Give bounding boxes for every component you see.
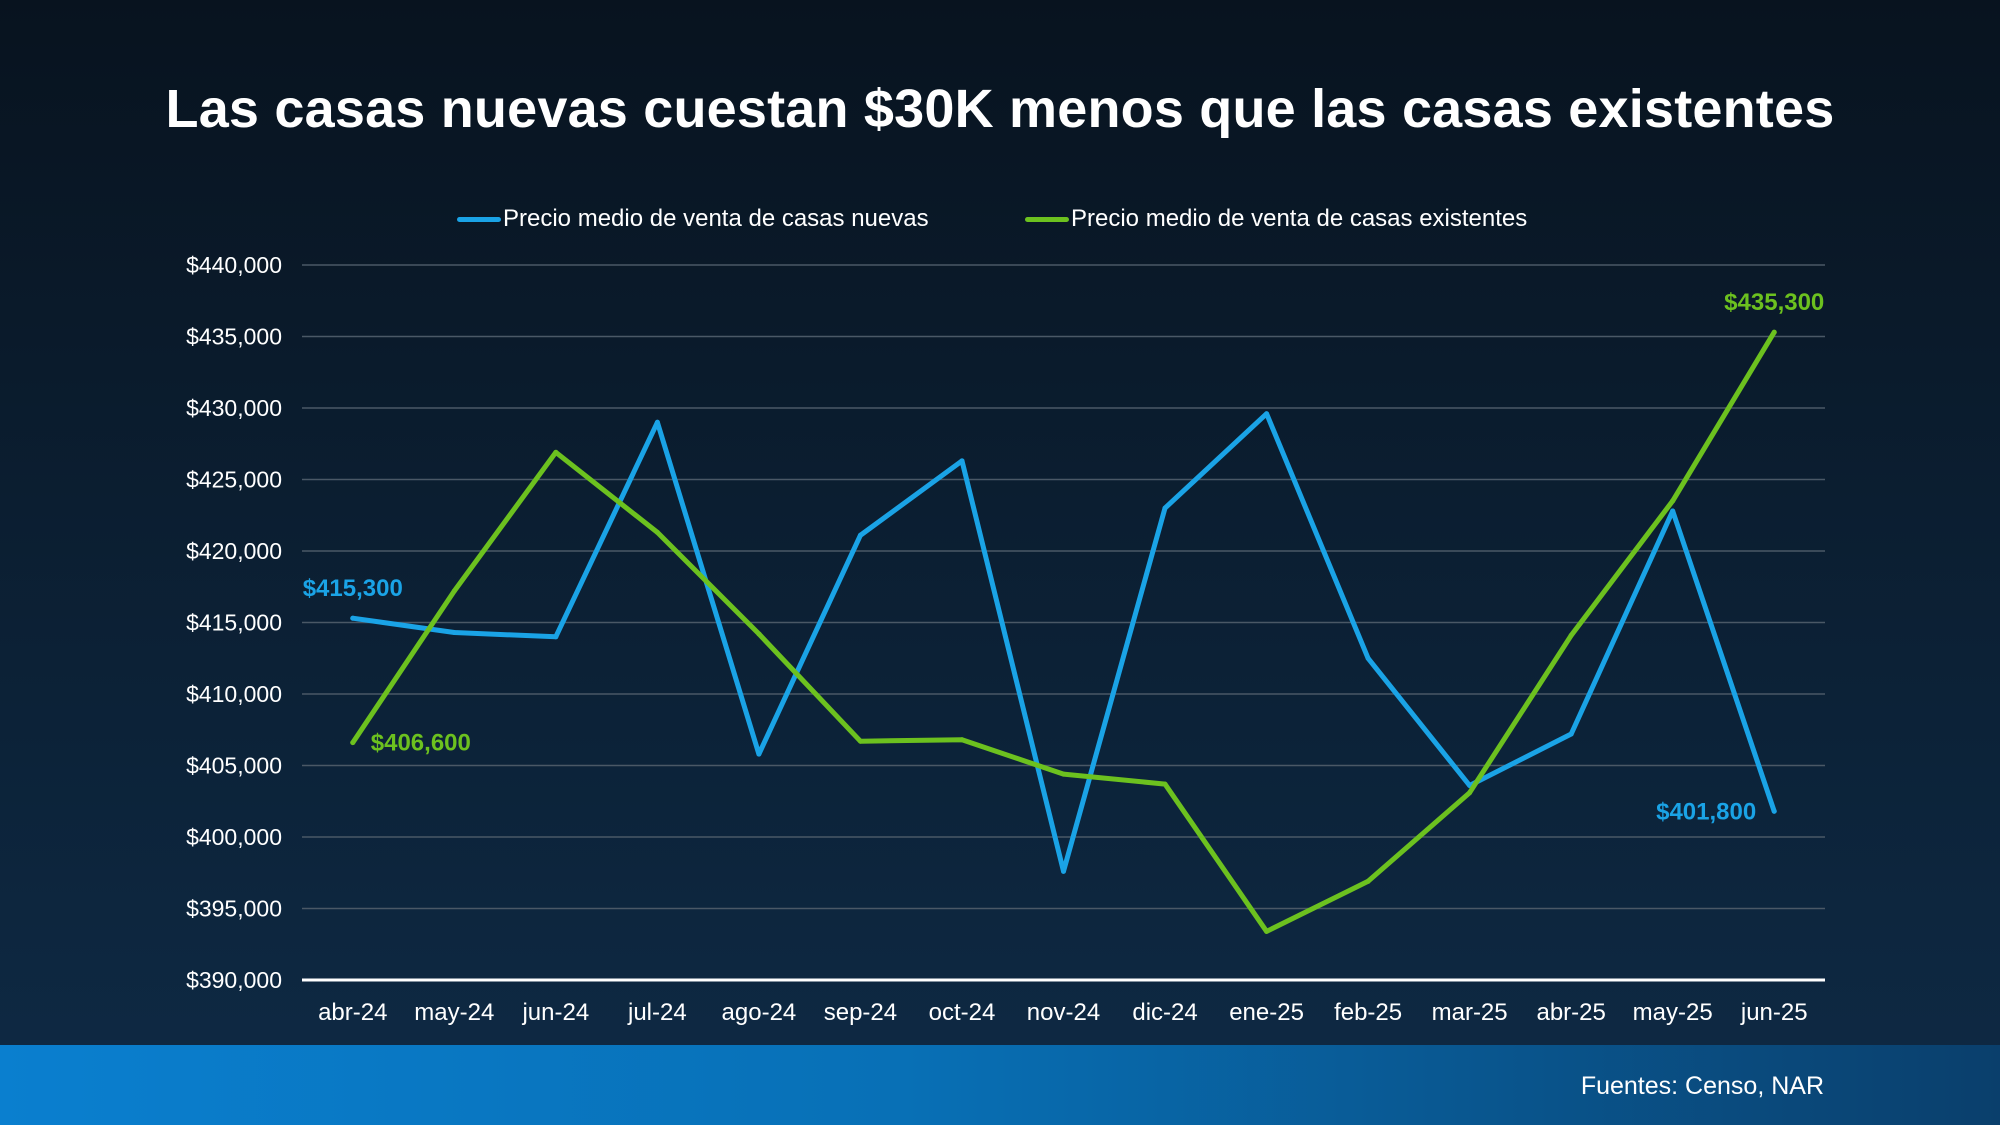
legend-item-new-homes: Precio medio de venta de casas nuevas — [457, 205, 929, 233]
point-existing-homes-nov-24 — [1061, 771, 1066, 777]
x-tick-label: sep-24 — [824, 999, 897, 1026]
legend-item-existing-homes: Precio medio de venta de casas existente… — [1025, 205, 1527, 233]
y-tick-label: $405,000 — [186, 753, 282, 779]
y-tick-label: $425,000 — [186, 467, 282, 493]
point-existing-homes-ago-24 — [756, 631, 762, 637]
point-existing-homes-jun-24 — [553, 449, 559, 455]
legend-label-existing-homes: Precio medio de venta de casas existente… — [1071, 205, 1528, 232]
x-tick-label: abr-24 — [318, 999, 387, 1026]
y-axis-tick-labels: $390,000 $395,000 $400,000 $405,000 $410,000… — [186, 252, 282, 993]
point-new-homes-nov-24 — [1061, 868, 1066, 874]
point-existing-homes-jun-25 — [1771, 329, 1777, 335]
series-line-new-homes — [350, 411, 1777, 874]
x-tick-label: jun-25 — [1740, 999, 1808, 1026]
data-label: $415,300 — [303, 575, 403, 602]
data-label: $406,600 — [371, 730, 471, 757]
x-tick-label: dic-24 — [1132, 999, 1197, 1026]
x-tick-label: may-25 — [1633, 999, 1713, 1026]
data-series — [350, 329, 1777, 934]
x-tick-label: oct-24 — [929, 999, 996, 1026]
y-tick-label: $430,000 — [186, 395, 282, 421]
y-tick-label: $390,000 — [186, 967, 282, 993]
point-new-homes-sep-24 — [857, 532, 863, 538]
legend-swatch-existing-homes — [1025, 216, 1069, 222]
x-tick-label: nov-24 — [1027, 999, 1100, 1026]
point-new-homes-ene-25 — [1264, 411, 1270, 417]
x-tick-label: mar-25 — [1432, 999, 1508, 1026]
point-new-homes-may-25 — [1670, 508, 1676, 514]
x-tick-label: jun-24 — [521, 999, 589, 1026]
point-existing-homes-ene-25 — [1264, 928, 1270, 934]
point-new-homes-oct-24 — [959, 458, 965, 464]
legend-swatch-new-homes — [457, 216, 501, 222]
point-existing-homes-jul-24 — [654, 529, 660, 535]
y-tick-label: $420,000 — [186, 538, 282, 564]
x-tick-label: abr-25 — [1536, 999, 1605, 1026]
point-new-homes-jun-24 — [553, 634, 559, 640]
chart-legend: Precio medio de venta de casas nuevas Pr… — [0, 205, 2000, 237]
y-tick-label: $400,000 — [186, 824, 282, 850]
point-existing-homes-dic-24 — [1162, 781, 1168, 787]
source-text: Fuentes: Censo, NAR — [1580, 1072, 1824, 1100]
data-labels: $415,300 $406,600 $401,800 $435,300 — [303, 289, 1825, 825]
x-tick-label: ago-24 — [722, 999, 797, 1026]
data-label: $401,800 — [1656, 798, 1756, 825]
x-tick-label: may-24 — [414, 999, 494, 1026]
point-new-homes-dic-24 — [1162, 505, 1168, 511]
line-chart: $390,000 $395,000 $400,000 $405,000 $410,000… — [186, 252, 1825, 1026]
point-existing-homes-abr-24 — [350, 740, 356, 746]
x-tick-label: jul-24 — [627, 999, 687, 1026]
y-tick-label: $415,000 — [186, 610, 282, 636]
point-new-homes-abr-24 — [350, 615, 356, 621]
y-tick-label: $410,000 — [186, 681, 282, 707]
series-line-existing-homes — [350, 329, 1777, 934]
x-tick-label: ene-25 — [1229, 999, 1304, 1026]
point-new-homes-may-24 — [451, 630, 457, 636]
point-new-homes-feb-25 — [1365, 655, 1371, 661]
point-new-homes-jul-24 — [654, 419, 660, 425]
point-new-homes-ago-24 — [756, 751, 762, 757]
legend-label-new-homes: Precio medio de venta de casas nuevas — [503, 205, 929, 232]
point-existing-homes-abr-25 — [1568, 632, 1574, 638]
grid-lines — [302, 264, 1825, 982]
point-new-homes-jun-25 — [1771, 808, 1777, 814]
point-existing-homes-feb-25 — [1365, 878, 1371, 884]
y-tick-label: $440,000 — [186, 252, 282, 278]
point-existing-homes-may-24 — [451, 588, 457, 594]
y-tick-label: $395,000 — [186, 896, 282, 922]
y-tick-label: $435,000 — [186, 324, 282, 350]
chart-title: Las casas nuevas cuestan $30K menos que … — [165, 79, 1835, 139]
footer-bar: Fuentes: Censo, NAR — [0, 1045, 2000, 1125]
point-new-homes-abr-25 — [1568, 731, 1574, 737]
x-axis-tick-labels: abr-24 may-24 jun-24 jul-24 ago-24 sep-24 oct-… — [318, 999, 1808, 1026]
x-tick-label: feb-25 — [1334, 999, 1402, 1026]
point-existing-homes-oct-24 — [959, 737, 965, 743]
point-existing-homes-mar-25 — [1467, 790, 1473, 796]
point-existing-homes-sep-24 — [857, 738, 863, 744]
data-label: $435,300 — [1724, 289, 1824, 316]
point-existing-homes-may-25 — [1670, 498, 1676, 504]
